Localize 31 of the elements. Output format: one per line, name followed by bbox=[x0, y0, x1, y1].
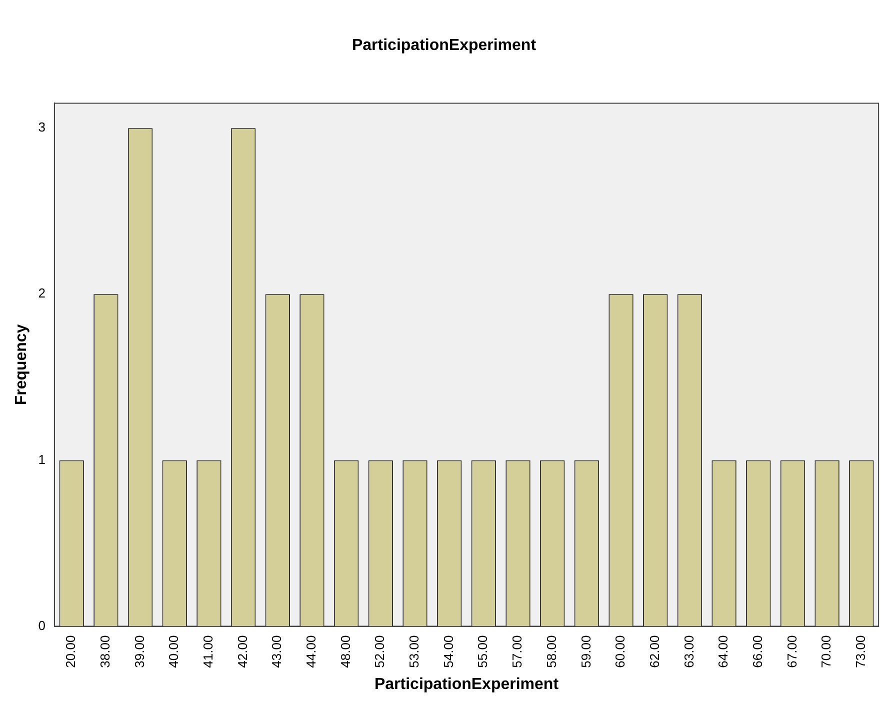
x-tick-label: 44.00 bbox=[304, 635, 319, 668]
x-tick-label: 60.00 bbox=[612, 635, 628, 668]
x-tick-label: 40.00 bbox=[166, 635, 182, 668]
y-tick-label: 1 bbox=[38, 452, 46, 467]
x-tick-label: 73.00 bbox=[852, 635, 868, 668]
x-tick-label: 52.00 bbox=[372, 635, 388, 668]
x-tick-label: 70.00 bbox=[818, 635, 834, 668]
x-tick-label: 55.00 bbox=[475, 635, 490, 668]
x-tick-label: 64.00 bbox=[716, 635, 731, 668]
x-tick-label: 41.00 bbox=[200, 635, 216, 668]
x-tick-label: 53.00 bbox=[406, 635, 422, 668]
x-axis-title: ParticipationExperiment bbox=[374, 676, 560, 693]
x-tick-label: 39.00 bbox=[132, 635, 147, 668]
chart-title: ParticipationExperiment bbox=[352, 37, 537, 54]
x-tick-label: 66.00 bbox=[750, 635, 765, 668]
x-tick-label: 48.00 bbox=[338, 635, 353, 668]
x-tick-label: 54.00 bbox=[440, 635, 456, 668]
y-axis-title: Frequency bbox=[13, 324, 30, 406]
y-tick-label: 0 bbox=[38, 618, 46, 633]
x-tick-label: 20.00 bbox=[63, 635, 78, 668]
x-tick-label: 63.00 bbox=[681, 635, 696, 668]
x-tick-label: 67.00 bbox=[784, 635, 800, 668]
x-tick-label: 59.00 bbox=[578, 635, 594, 668]
x-tick-label: 58.00 bbox=[544, 635, 559, 668]
y-tick-label: 3 bbox=[38, 120, 46, 135]
x-tick-label: 42.00 bbox=[234, 635, 250, 668]
y-tick-label: 2 bbox=[38, 286, 46, 301]
x-tick-label: 62.00 bbox=[646, 635, 662, 668]
x-tick-label: 43.00 bbox=[269, 635, 284, 668]
x-tick-label: 38.00 bbox=[98, 635, 113, 668]
x-tick-label: 57.00 bbox=[510, 635, 525, 668]
